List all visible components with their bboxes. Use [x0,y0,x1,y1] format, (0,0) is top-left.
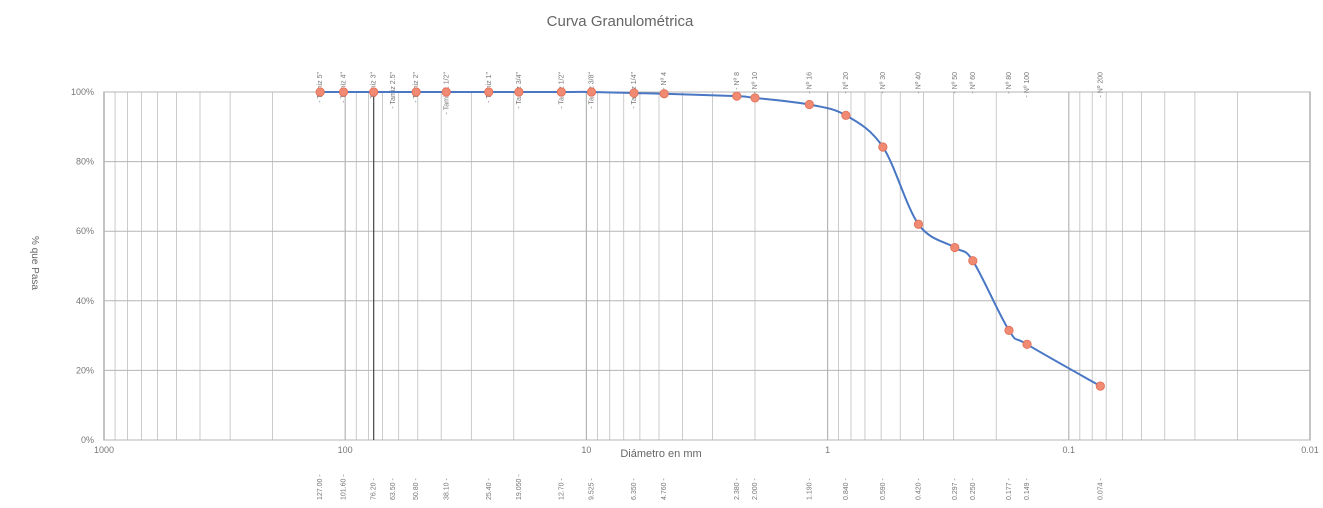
size-label: 6.350 - [631,478,638,500]
sieve-label: - Nº 50 [952,72,959,94]
series [315,87,1105,391]
series-line [320,90,1101,387]
data-point [315,87,325,97]
size-label: 38.10 - [443,478,450,500]
size-label: 12.70 - [558,478,565,500]
y-tick-label: 0% [81,435,94,445]
data-point [556,87,566,97]
size-label: 0.149 - [1024,478,1031,500]
x-tick-label: 10 [581,445,591,455]
y-tick-label: 60% [76,226,94,236]
sieve-label: - Nº 20 [843,72,850,94]
data-point [1022,339,1032,349]
data-point [514,87,524,97]
x-tick-label: 1000 [94,445,114,455]
size-label: 0.840 - [843,478,850,500]
data-point [629,88,639,98]
plot-border [103,91,1311,441]
sieve-label: - Tamiz 4" [341,71,348,102]
data-point [441,87,451,97]
size-label: 127.00 - [317,474,324,500]
y-tick-label: 100% [71,87,94,97]
data-point [369,87,379,97]
size-label: 2.380 - [734,478,741,500]
size-label: 0.250 - [970,478,977,500]
sieve-label: - Nº 8 [734,72,741,90]
sieve-label: - Nº 100 [1024,72,1031,98]
size-label: 0.297 - [952,478,959,500]
size-label: 19.050 - [516,474,523,500]
sieve-label: - Tamiz 2" [413,71,420,102]
size-labels: 127.00 - 101.60 - 76.20 - 63.50 - 50.80 - 38.… [317,474,1104,500]
size-label: 101.60 - [341,474,348,500]
sieve-label: - Nº 200 [1097,72,1104,98]
x-tick-label: 100 [338,445,353,455]
sieve-label: - Tamiz 3" [371,71,378,102]
y-tick-labels: 0% 20% 40% 60% 80% 100% [71,87,94,445]
x-tick-labels: 1000 100 10 1 0.1 0.01 [94,445,1319,455]
sieve-label: - Tamiz 2.5" [390,71,397,108]
sieve-label: - Nº 40 [915,72,922,94]
data-point [950,242,960,253]
data-point [750,93,760,103]
sieve-label: - Nº 30 [880,72,887,94]
size-label: 50.80 - [413,478,420,500]
size-label: 0.420 - [915,478,922,500]
sieve-label: - Tamiz 1" [486,71,493,102]
size-label: 25.40 - [486,478,493,500]
data-point [968,256,978,266]
data-point [586,87,597,97]
data-point [841,110,851,120]
data-point [913,219,924,229]
data-point [1004,325,1014,335]
size-label: 9.525 - [588,478,595,500]
size-label: 0.177 - [1006,478,1013,500]
y-axis-label: % que Pasa [29,236,40,290]
data-point [804,99,814,110]
sieve-label: - Nº 60 [970,72,977,94]
y-tick-label: 40% [76,296,94,306]
sieve-label: - Nº 4 [661,72,668,90]
data-point [1095,381,1105,391]
data-point [659,89,669,99]
x-axis-label: Diámetro en mm [620,448,701,460]
x-tick-label: 0.01 [1301,445,1319,455]
sieve-label: - Nº 10 [752,72,759,94]
sieve-label: - Tamiz 5" [317,71,324,102]
size-label: 76.20 - [371,478,378,500]
sieve-label: - Nº 80 [1006,72,1013,94]
size-label: 0.590 - [880,478,887,500]
grid [103,91,1311,441]
data-point [732,91,742,101]
data-point [411,87,421,97]
data-point [338,87,349,97]
size-label: 1.190 - [806,478,813,500]
size-label: 0.074 - [1097,478,1104,500]
sieve-label: - Nº 16 [806,72,813,94]
data-point [878,142,888,152]
x-tick-label: 0.1 [1063,445,1076,455]
size-label: 2.000 - [752,478,759,500]
data-point [484,87,494,97]
size-label: 4.760 - [661,478,668,500]
size-label: 63.50 - [390,478,397,500]
x-tick-label: 1 [825,445,830,455]
y-tick-label: 20% [76,365,94,375]
y-tick-label: 80% [76,157,94,167]
chart-title: Curva Granulométrica [547,13,694,30]
